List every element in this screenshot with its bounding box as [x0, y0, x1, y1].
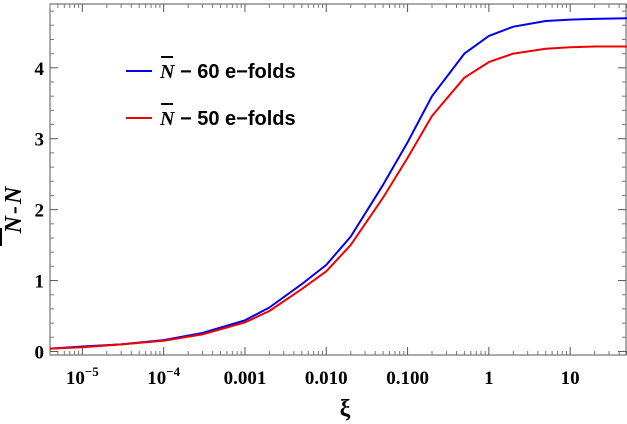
legend-label-1: N − 60 e−folds: [159, 61, 296, 83]
x-tick-label: 10−5: [66, 364, 99, 389]
y-tick-label: 2: [35, 201, 45, 222]
legend: N − 60 e−folds N − 50 e−folds: [126, 56, 296, 130]
plot-border: [49, 3, 627, 356]
y-tick-label: 3: [35, 130, 45, 151]
y-tick-label: 4: [35, 59, 45, 80]
y-axis-label: N-N ^: [0, 177, 27, 246]
y-axis-label-part-2: -: [1, 206, 27, 214]
x-tick-label: 0.001: [224, 368, 267, 389]
y-tick-label: 1: [35, 272, 45, 293]
series-lines: [49, 17, 627, 350]
x-tick-label: 0.100: [386, 368, 429, 389]
y-axis-label-part-3: N: [1, 185, 27, 205]
series-line-2: [49, 45, 627, 350]
plot-frame: [49, 3, 627, 356]
x-axis-label: ξ: [340, 396, 351, 422]
x-tick-label: 1: [484, 368, 494, 389]
x-tick-label: 10: [561, 368, 580, 389]
series-line-1: [49, 17, 627, 350]
x-axis-ticks: 10−5 10−4 0.001 0.010 0.100 1 10: [49, 4, 627, 389]
x-tick-label: 10−4: [147, 364, 180, 389]
svg-text:N-N: N-N: [1, 185, 27, 234]
x-tick-label: 0.010: [305, 368, 348, 389]
legend-label-2: N − 50 e−folds: [159, 108, 296, 130]
y-axis-ticks: 0 1 2 3 4: [35, 10, 626, 363]
y-axis-label-hat: ^: [0, 177, 8, 189]
y-axis-label-part-1: N: [1, 214, 27, 234]
y-tick-label: 0: [35, 342, 45, 363]
